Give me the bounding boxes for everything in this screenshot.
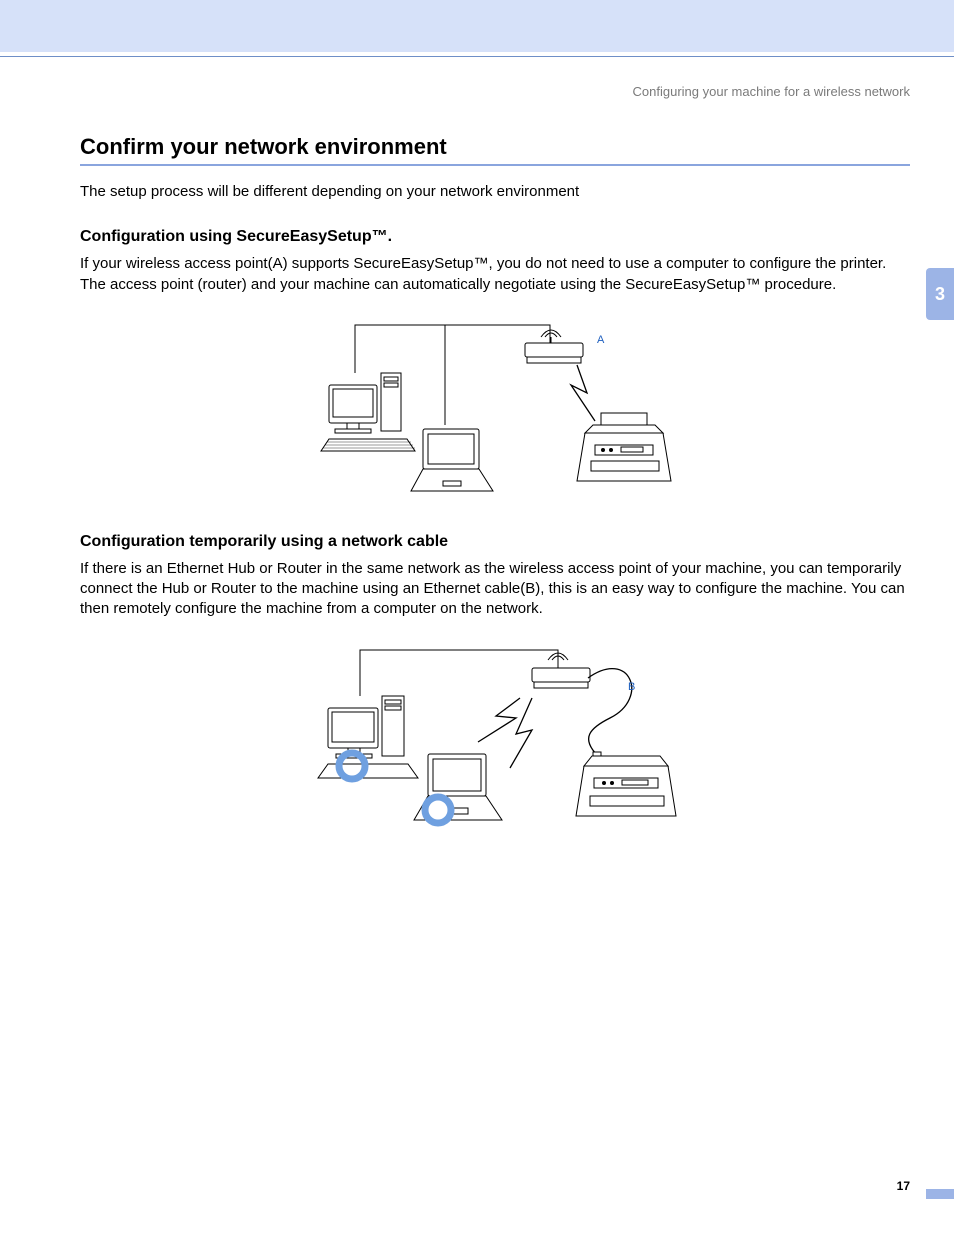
top-band bbox=[0, 0, 954, 52]
intro-text: The setup process will be different depe… bbox=[80, 182, 910, 202]
page-title: Confirm your network environment bbox=[80, 134, 910, 160]
printer-icon bbox=[576, 756, 676, 816]
section2-body: If there is an Ethernet Hub or Router in… bbox=[80, 559, 910, 620]
laptop-icon bbox=[411, 429, 493, 491]
router-icon bbox=[525, 330, 583, 363]
page-content: Confirm your network environment The set… bbox=[80, 134, 910, 868]
figure-1: A bbox=[80, 313, 910, 503]
section2-heading: Configuration temporarily using a networ… bbox=[80, 533, 910, 551]
breadcrumb: Configuring your machine for a wireless … bbox=[633, 84, 910, 99]
figure1-label: A bbox=[597, 334, 605, 346]
figure-2: B bbox=[80, 638, 910, 838]
title-rule bbox=[80, 164, 910, 166]
top-separator bbox=[0, 56, 954, 57]
page-number: 17 bbox=[897, 1179, 910, 1193]
chapter-tab: 3 bbox=[926, 268, 954, 320]
section1-body: If your wireless access point(A) support… bbox=[80, 254, 910, 295]
desktop-icon bbox=[321, 373, 415, 451]
page-corner-mark bbox=[926, 1189, 954, 1199]
figure2-label: B bbox=[628, 681, 635, 693]
router-icon bbox=[532, 653, 590, 688]
section1-heading: Configuration using SecureEasySetup™. bbox=[80, 228, 910, 246]
printer-icon bbox=[577, 413, 671, 481]
